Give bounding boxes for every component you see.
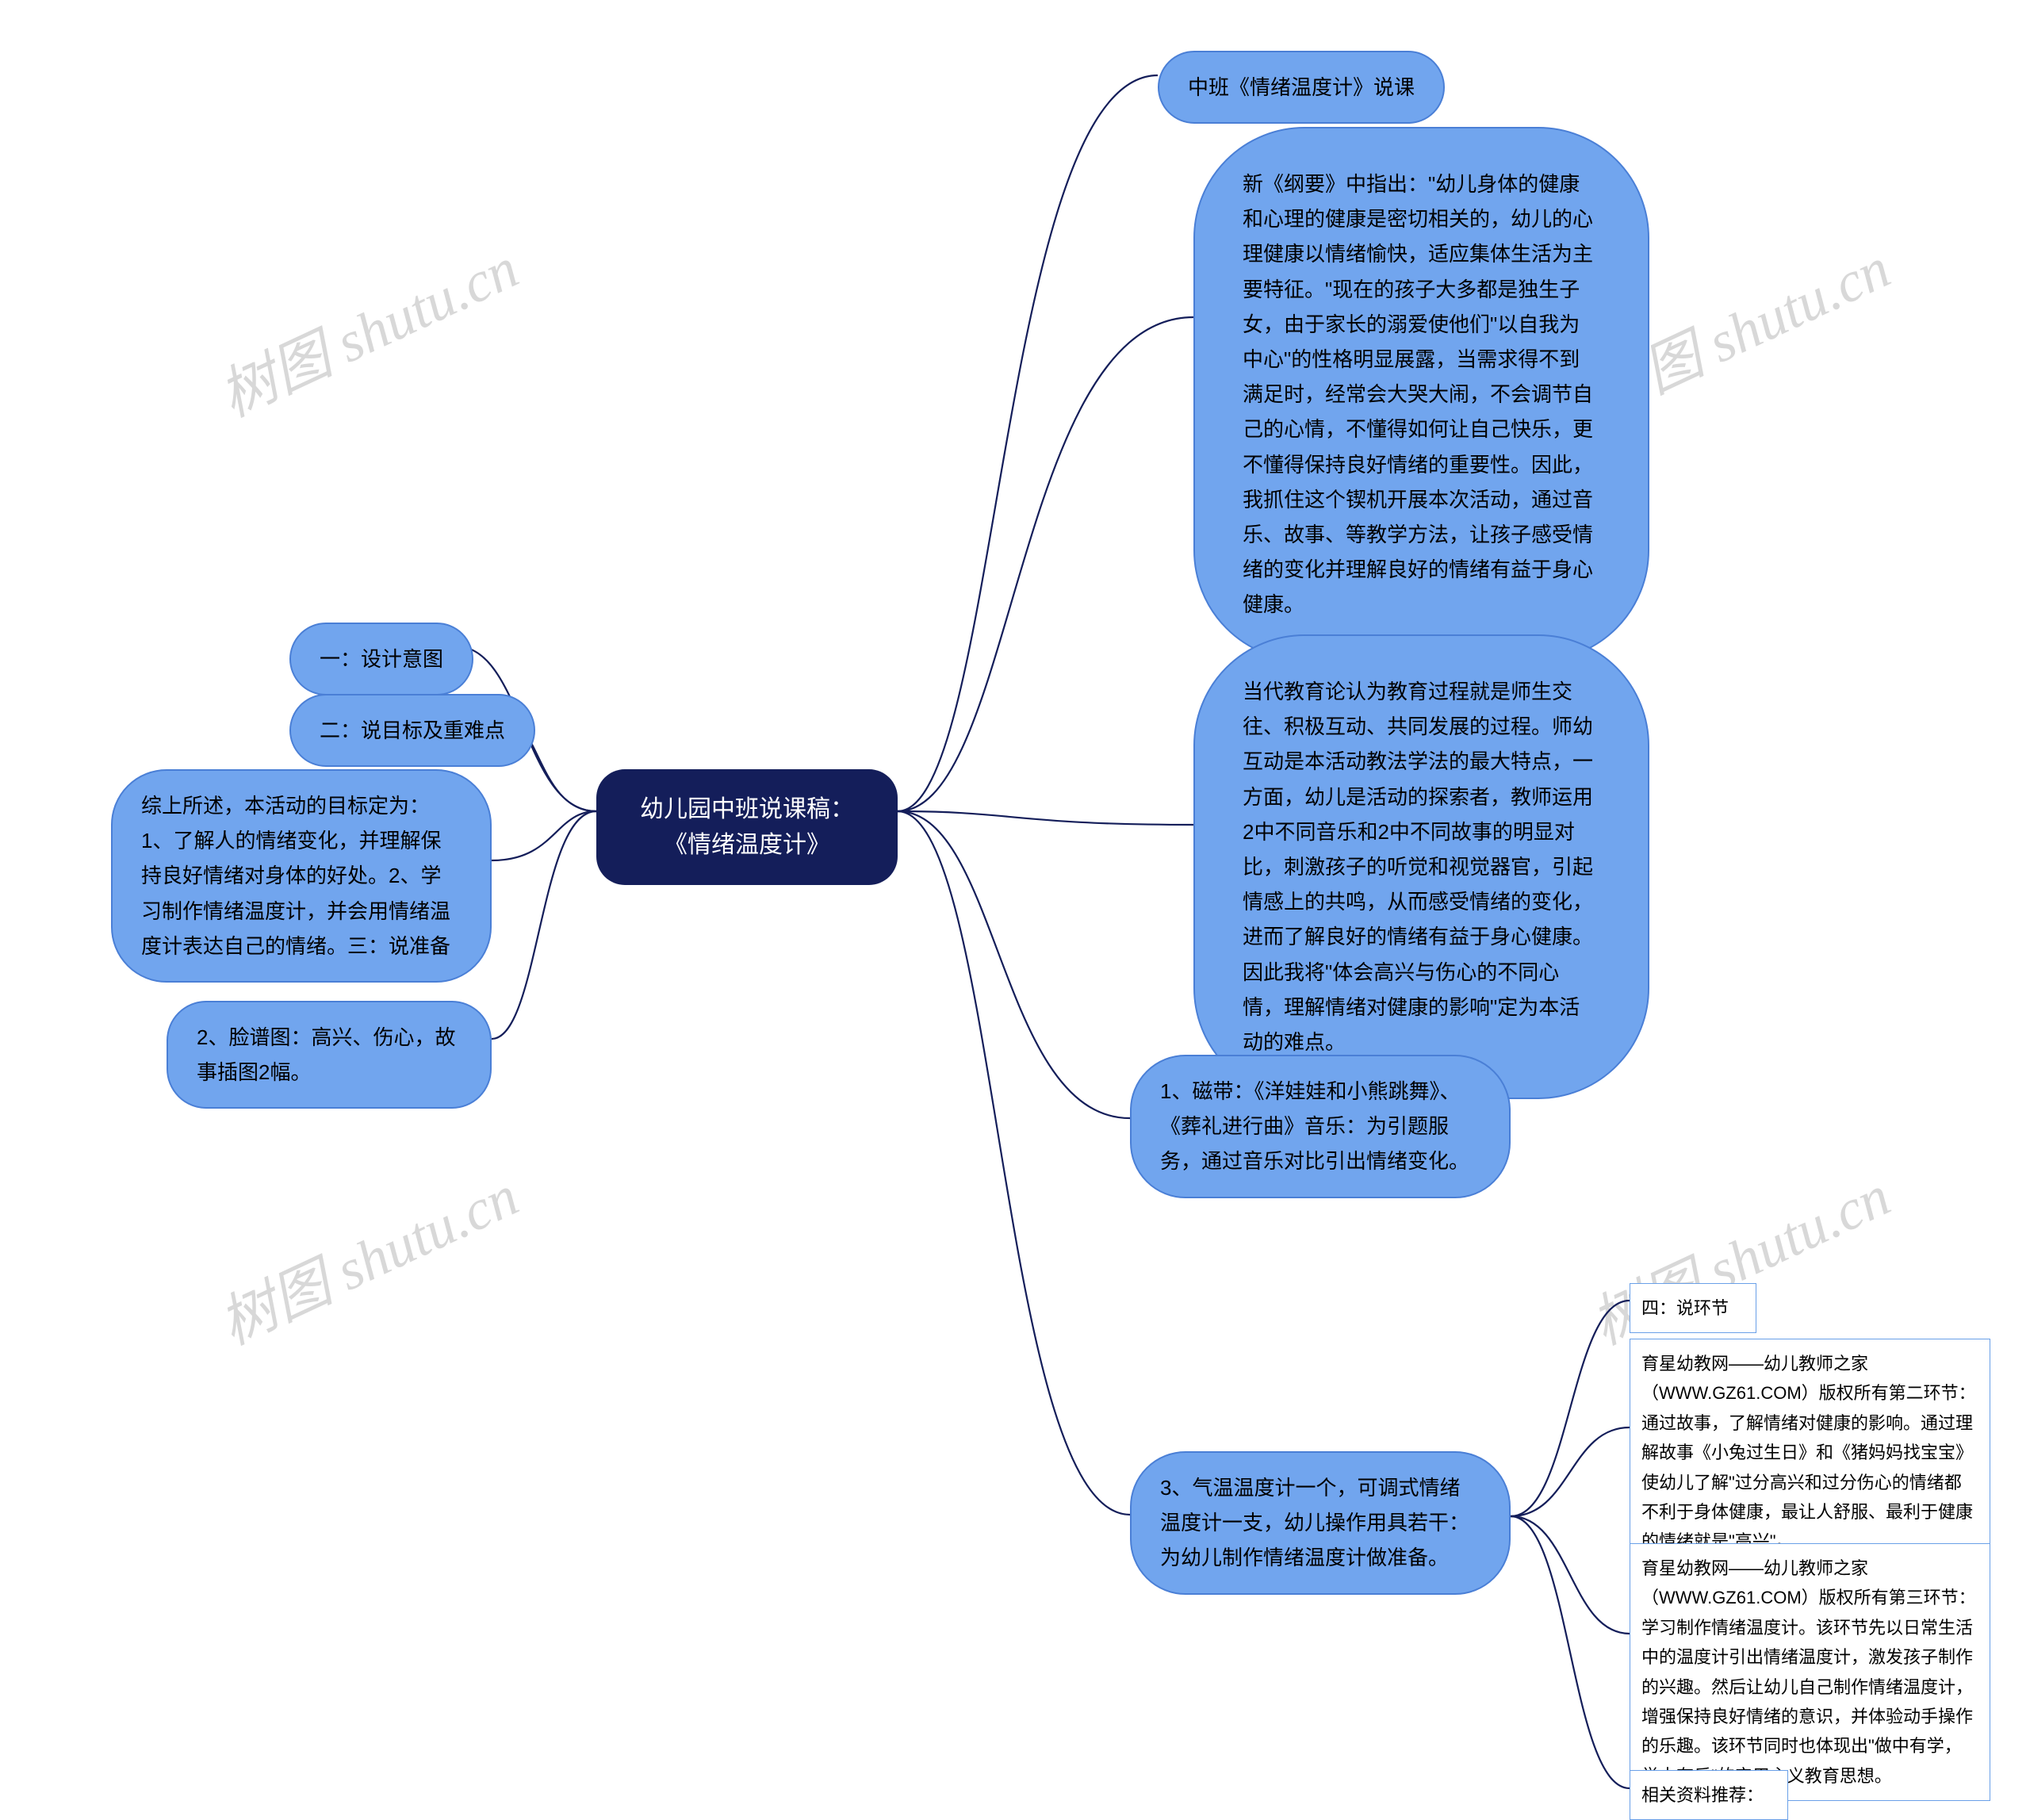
node-n2: 二：说目标及重难点 (289, 694, 535, 767)
node-r4: 1、磁带：《洋娃娃和小熊跳舞》、《葬礼进行曲》音乐：为引题服务，通过音乐对比引出… (1130, 1055, 1511, 1198)
node-r5-c4: 相关资料推荐： (1630, 1770, 1788, 1820)
watermark-bl: 树图 shutu.cn (204, 1150, 530, 1361)
center-node: 幼儿园中班说课稿：《情绪温度计》 (596, 769, 898, 885)
node-r5-c2: 育星幼教网——幼儿教师之家（WWW.GZ61.COM）版权所有第二环节：通过故事… (1630, 1339, 1990, 1567)
node-r2: 新《纲要》中指出："幼儿身体的健康和心理的健康是密切相关的，幼儿的心理健康以情绪… (1193, 127, 1649, 661)
node-n1: 一：设计意图 (289, 623, 473, 695)
node-r5: 3、气温温度计一个，可调式情绪温度计一支，幼儿操作用具若干：为幼儿制作情绪温度计… (1130, 1451, 1511, 1595)
node-r1: 中班《情绪温度计》说课 (1158, 51, 1445, 124)
node-r3: 当代教育论认为教育过程就是师生交往、积极互动、共同发展的过程。师幼互动是本活动教… (1193, 634, 1649, 1099)
watermark-tl: 树图 shutu.cn (204, 222, 530, 433)
node-r5-c1: 四：说环节 (1630, 1283, 1756, 1333)
node-r5-c3: 育星幼教网——幼儿教师之家（WWW.GZ61.COM）版权所有第三环节：学习制作… (1630, 1543, 1990, 1801)
node-n3: 综上所述，本活动的目标定为：1、了解人的情绪变化，并理解保持良好情绪对身体的好处… (111, 769, 492, 983)
node-n4: 2、脸谱图：高兴、伤心，故事插图2幅。 (167, 1001, 492, 1109)
